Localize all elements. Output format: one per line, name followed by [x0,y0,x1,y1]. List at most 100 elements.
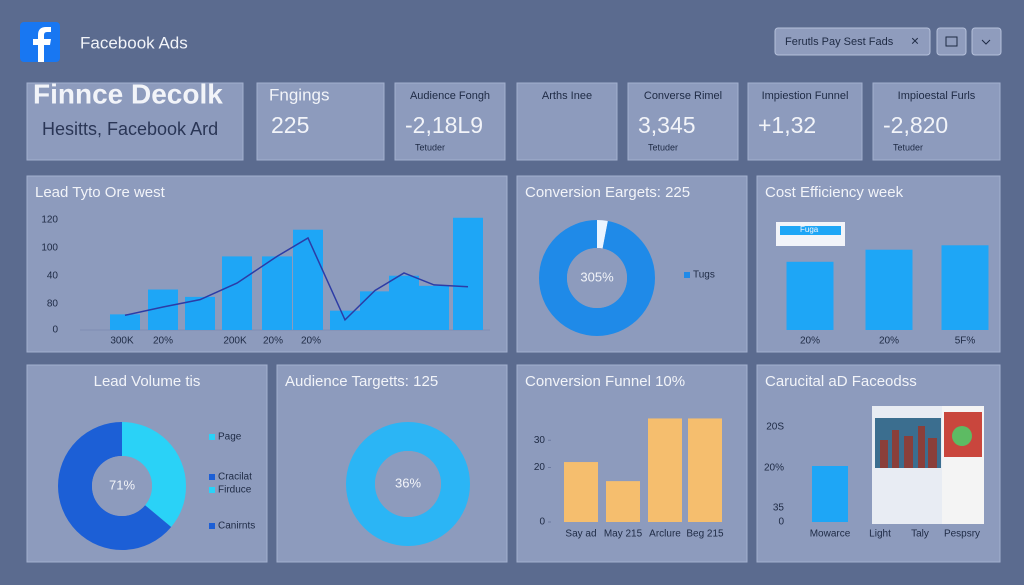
building [880,440,888,468]
x-tick-label: Mowarce [810,529,851,540]
x-tick-label: Say ad [565,529,596,540]
legend-swatch [209,434,215,440]
brand: Facebook Ads [80,33,188,52]
x-tick-label: 300K [110,336,134,347]
y-tick-label: 100 [41,243,58,254]
kpi-label: Fngings [269,85,329,104]
legend-swatch [780,226,841,235]
y-tick-label: 120 [41,215,58,226]
bar [786,261,834,330]
legend-swatch [209,487,215,493]
kpi-label: Audience Fongh [410,90,490,102]
kpi-card [256,82,385,161]
center-label: 305% [580,269,614,284]
donut-hole [375,451,441,517]
y-tick-label: 0 [52,325,58,336]
bar [419,285,449,330]
bar [389,275,419,330]
kpi-card [627,82,739,161]
legend-label: Canirnts [218,521,255,532]
legend-swatch [209,523,215,529]
y-tick-label: 35 [773,503,785,514]
kpi-value: 3,345 [638,112,696,138]
y-tick-label: 20% [764,463,784,474]
icon-button[interactable] [936,27,967,56]
kpi-card [516,82,618,161]
y-tick-label: 40 [47,271,59,282]
icon [945,36,958,47]
kpi-value: 225 [271,112,309,138]
x-tick-label: 20% [301,336,321,347]
line [124,236,469,322]
bar [564,462,598,522]
title-card [26,82,244,161]
donut-hole [567,248,627,308]
donut-hole [92,456,152,516]
kpi-card [394,82,506,161]
search-text: Ferutls Pay Sest Fads [785,36,894,48]
legend-swatch [209,474,215,480]
chevron [981,39,991,45]
kpi-label: Impiestion Funnel [762,90,849,102]
close-button[interactable]: × [911,33,919,49]
building [918,426,925,468]
dropdown-button[interactable] [971,27,1002,56]
legend-swatch [684,272,690,278]
y-tick-label: 80 [47,299,59,310]
legend-label: Tugs [693,270,715,281]
y-tick-label: 30 [534,435,546,446]
bar [185,296,215,330]
bar [688,418,722,522]
bar [222,256,252,330]
legend-label: Firduce [218,485,252,496]
bar [606,481,640,522]
kpi-label: Converse Rimel [644,90,722,102]
x-tick-label: Arclure [649,529,681,540]
x-tick-label: 200K [223,336,247,347]
y-tick-label: 0 [778,517,784,528]
kpi-note: Tetuder [648,142,678,152]
kpi-label: Arths Inee [542,90,592,102]
kpi-note: Tetuder [415,142,445,152]
building [904,436,913,468]
donut-slice [58,422,186,550]
donut-slice [539,220,655,336]
x-tick-label: 20% [153,336,173,347]
center-label: 71% [109,477,135,492]
bar [648,418,682,522]
donut-slice [346,422,470,546]
kpi-value: -2,820 [883,112,948,138]
chart-title: Conversion Eargets: 225 [525,184,690,201]
search-box[interactable] [774,27,931,56]
building [892,430,899,468]
legend-label: Cracilat [218,472,252,483]
ad-photo-detail [952,426,972,446]
x-tick-label: 20% [263,336,283,347]
x-tick-label: May 215 [604,529,643,540]
kpi-note: Tetuder [893,142,923,152]
chart-title: Audience Targetts: 125 [285,373,438,390]
dashboard-title: Finnce Decolk [33,78,223,109]
dashboard-subtitle: Hesitts, Facebook Ard [42,119,218,139]
chart-title: Cost Efficiency week [765,184,904,201]
bar [262,256,292,330]
chart-title: Conversion Funnel 10% [525,373,685,390]
bar [865,249,913,330]
y-tick-label: 20S [766,422,784,433]
y-tick-label: 20 [534,462,546,473]
bar [941,245,989,330]
legend-label: Page [218,432,242,443]
chart-title: Carucital aD Faceodss [765,373,917,390]
bar [110,314,140,330]
bar [293,229,323,330]
x-tick-label: 5F% [955,336,976,347]
building [928,438,937,468]
bar [360,291,390,330]
legend-label: Fuga [800,225,819,234]
bar [812,466,848,522]
x-tick-label: Taly [911,529,929,540]
kpi-card [872,82,1001,161]
kpi-value: -2,18L9 [405,112,483,138]
x-tick-label: Beg 215 [686,529,724,540]
